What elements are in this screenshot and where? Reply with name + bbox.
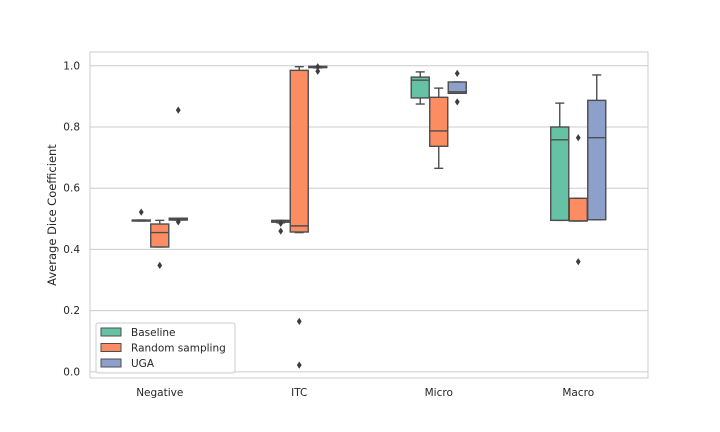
- outlier-point: [157, 261, 163, 269]
- y-tick-label: 0.6: [63, 183, 80, 195]
- box-uga: [447, 81, 467, 95]
- outlier-point: [278, 219, 284, 228]
- box-random-sampling: [429, 96, 449, 147]
- box-random-sampling: [150, 223, 170, 248]
- outlier-point: [296, 317, 302, 325]
- legend-swatch: [100, 327, 122, 337]
- outlier-point: [315, 67, 321, 75]
- x-tick-label: Negative: [136, 387, 183, 399]
- legend-label: UGA: [131, 358, 155, 370]
- outlier-point: [575, 258, 581, 266]
- x-tick-label: ITC: [291, 387, 307, 399]
- y-tick-label: 0.8: [63, 121, 80, 133]
- box-uga: [587, 99, 607, 221]
- box-baseline: [410, 76, 430, 99]
- y-tick-label: 0.4: [63, 244, 80, 256]
- outlier-point: [175, 218, 181, 226]
- outlier-point: [175, 106, 181, 114]
- box-baseline: [550, 126, 570, 222]
- box-random-sampling: [568, 197, 588, 222]
- plot-frame: [89, 51, 649, 379]
- x-tick-label: Micro: [425, 387, 453, 399]
- x-tick-label: Macro: [562, 387, 594, 399]
- y-tick-label: 0.0: [63, 366, 80, 378]
- box-random-sampling: [289, 69, 309, 233]
- y-axis-label: Average Dice Coefficient: [45, 144, 59, 286]
- outlier-point: [454, 69, 460, 78]
- y-tick-label: 1.0: [63, 60, 80, 72]
- legend-label: Random sampling: [131, 343, 226, 355]
- outlier-point: [315, 63, 321, 71]
- legend-label: Baseline: [131, 327, 176, 339]
- outlier-point: [278, 227, 284, 235]
- legend-swatch: [100, 343, 122, 352]
- outlier-point: [575, 134, 581, 142]
- legend: [95, 322, 236, 374]
- outlier-point: [454, 98, 460, 106]
- outlier-point: [138, 208, 144, 216]
- outlier-point: [296, 361, 302, 369]
- y-tick-label: 0.2: [63, 305, 80, 317]
- legend-swatch: [100, 358, 122, 368]
